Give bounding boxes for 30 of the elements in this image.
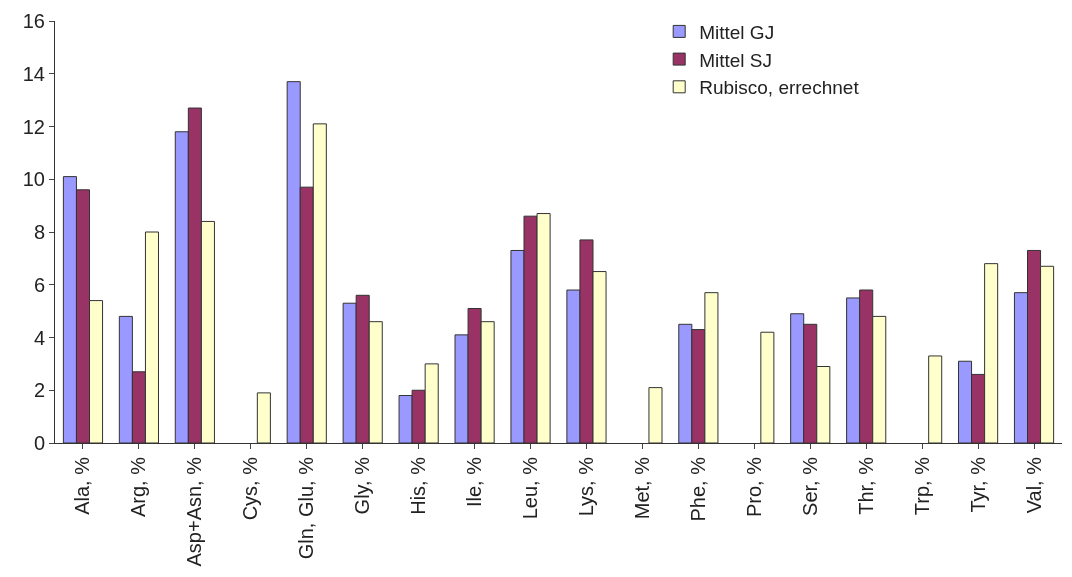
x-tick-label: Ser, % bbox=[798, 456, 821, 516]
legend-label: Mittel SJ bbox=[699, 49, 773, 71]
y-tick-label: 14 bbox=[22, 62, 45, 85]
x-tick-label: Ile, % bbox=[463, 456, 486, 508]
y-tick-label: 8 bbox=[33, 221, 45, 243]
x-tick-label: Trp, % bbox=[910, 456, 933, 516]
x-tick-label: Ala, % bbox=[71, 456, 94, 515]
y-tick-label: 12 bbox=[22, 115, 45, 138]
x-tick-label: Val, % bbox=[1022, 456, 1045, 514]
x-tick-label: Pro, % bbox=[742, 456, 765, 518]
x-tick-label: Gln, Glu, % bbox=[295, 456, 318, 560]
y-tick-label: 6 bbox=[33, 273, 45, 296]
x-tick-label: Phe, % bbox=[686, 456, 709, 522]
x-tick-label: Tyr, % bbox=[966, 456, 989, 513]
y-tick-label: 2 bbox=[33, 379, 45, 402]
x-tick-label: Asp+Asn, % bbox=[183, 456, 206, 567]
y-tick-label: 4 bbox=[33, 326, 45, 349]
y-tick-label: 0 bbox=[33, 432, 45, 454]
x-tick-label: Gly, % bbox=[351, 456, 374, 515]
y-tick-label: 16 bbox=[22, 10, 45, 32]
x-tick-label: Lys, % bbox=[574, 456, 597, 517]
x-tick-label: His, % bbox=[407, 456, 430, 515]
x-tick-label: Leu, % bbox=[519, 456, 542, 520]
x-tick-label: Arg, % bbox=[127, 456, 150, 518]
y-tick-label: 10 bbox=[22, 168, 45, 191]
x-tick-label: Met, % bbox=[630, 456, 653, 520]
legend-label: Rubisco, errechnet bbox=[699, 77, 860, 99]
legend-label: Mittel GJ bbox=[699, 21, 775, 43]
x-tick-label: Thr, % bbox=[854, 456, 877, 515]
x-tick-label: Cys, % bbox=[239, 456, 262, 521]
